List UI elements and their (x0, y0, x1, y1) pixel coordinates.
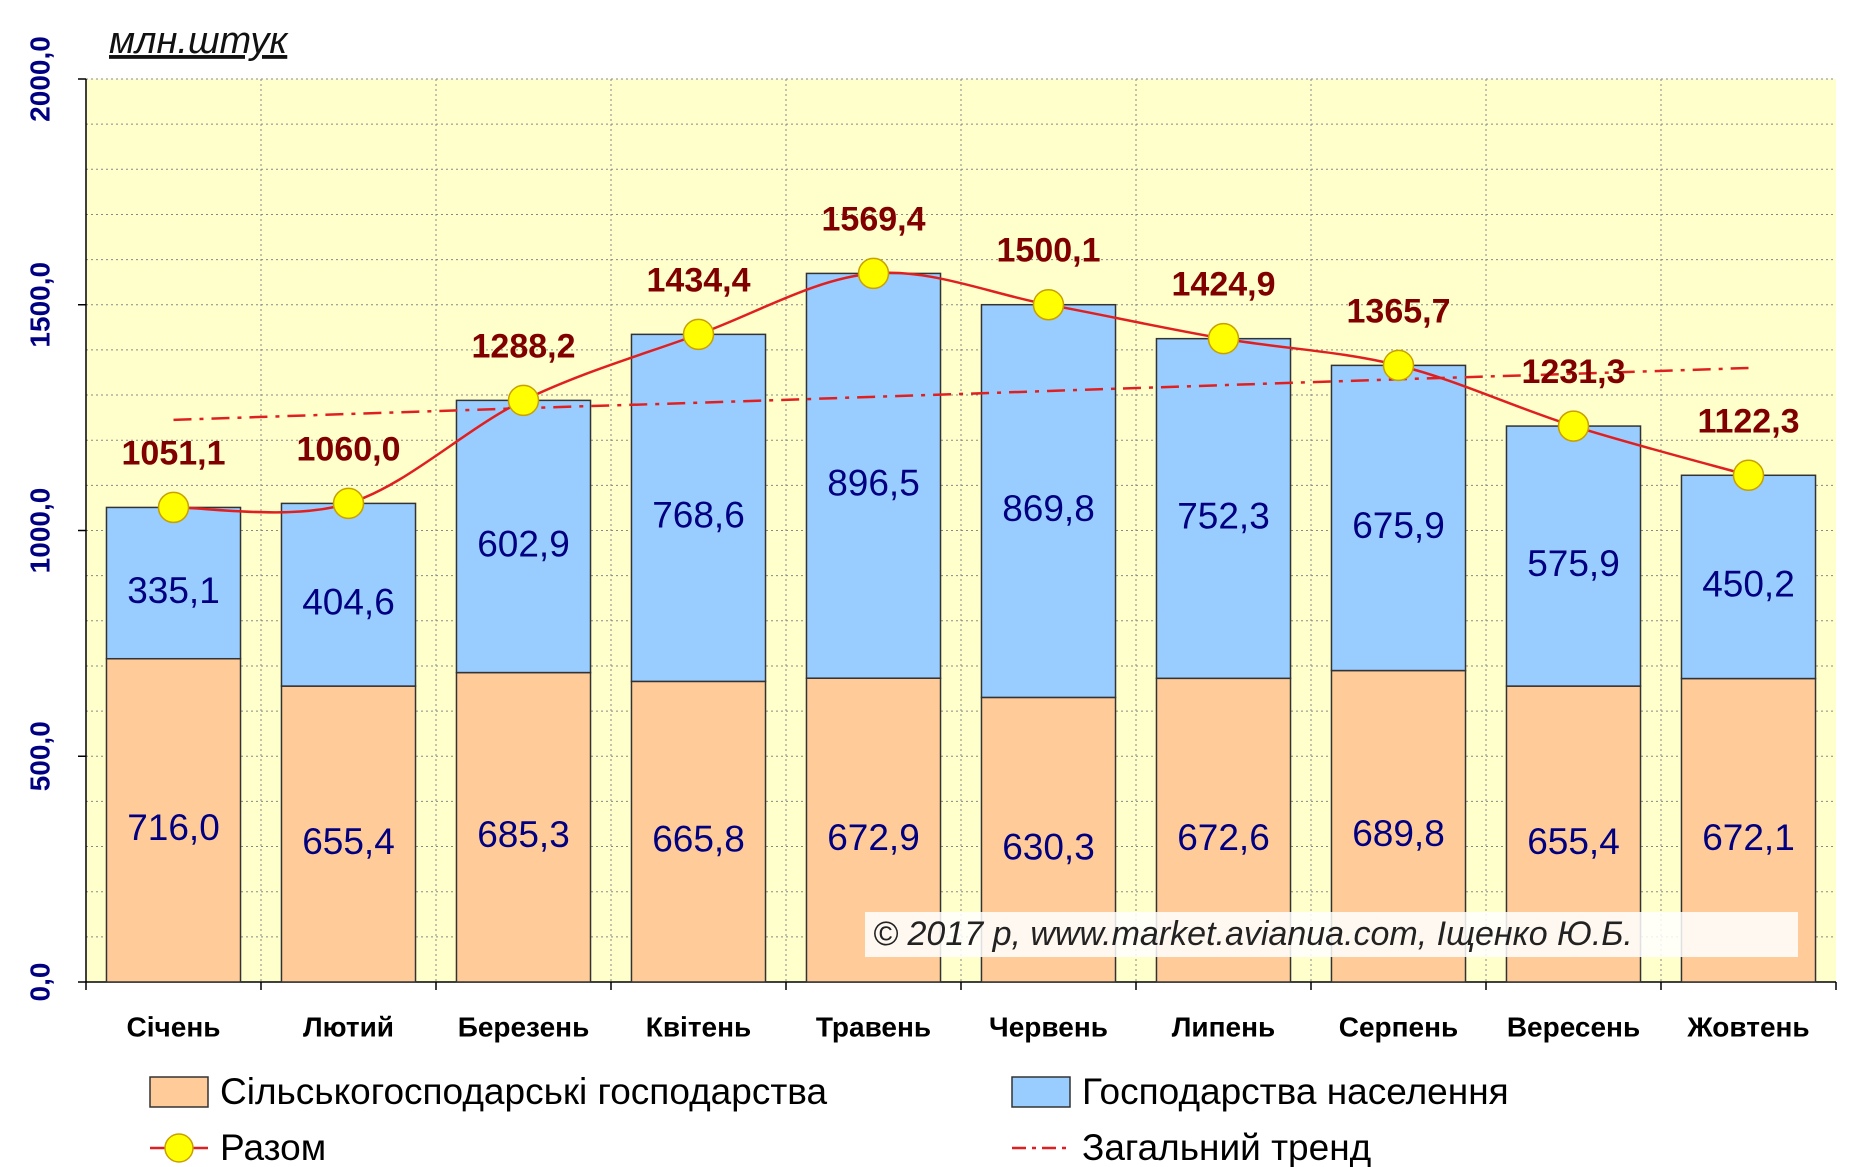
bar-segment (1330, 364, 1467, 672)
bar-value-label: 655,4 (302, 821, 395, 862)
bar-value-label: 716,0 (127, 807, 220, 848)
bar-value-label: 768,6 (652, 495, 745, 536)
bar-value-label: 869,8 (1002, 488, 1095, 529)
total-value-label: 1122,3 (1697, 402, 1799, 440)
total-value-label: 1434,4 (647, 261, 751, 299)
bar-segment (280, 685, 417, 983)
bar-value-label: 689,8 (1352, 813, 1445, 854)
bar-value-label: 630,3 (1002, 826, 1095, 867)
bar-segment (455, 671, 592, 983)
legend-label: Разом (220, 1127, 326, 1167)
bar-value-label: 672,1 (1702, 817, 1795, 858)
x-tick-label: Серпень (1339, 1011, 1459, 1042)
bar-value-label: 752,3 (1177, 495, 1270, 536)
total-value-label: 1288,2 (472, 327, 576, 365)
chart-title: млн.штук (109, 20, 289, 62)
y-tick-label: 2000,0 (24, 36, 55, 122)
bar-value-label: 404,6 (302, 582, 395, 623)
total-value-label: 1569,4 (822, 200, 926, 238)
total-marker (507, 384, 540, 417)
total-marker (157, 491, 190, 524)
legend-label: Господарства населення (1082, 1071, 1509, 1112)
total-value-label: 1231,3 (1522, 353, 1626, 391)
legend-entry: Разом (150, 1127, 326, 1167)
total-value-label: 1060,0 (297, 430, 401, 468)
y-tick-label: 500,0 (24, 721, 55, 791)
trend-line (173, 366, 1749, 422)
legend-entry: Господарства населення (1011, 1071, 1509, 1112)
bar-segment (455, 399, 592, 674)
x-tick-label: Вересень (1507, 1011, 1640, 1042)
x-tick-label: Березень (458, 1011, 590, 1042)
bar-value-label: 896,5 (827, 463, 920, 504)
y-tick-label: 0,0 (24, 963, 55, 1002)
bar-segment (980, 303, 1117, 699)
bar-value-label: 665,8 (652, 818, 745, 859)
legend-entry: Сільськогосподарські господарства (149, 1071, 828, 1112)
total-marker (857, 257, 890, 290)
bar-value-label: 575,9 (1527, 543, 1620, 584)
x-tick-label: Червень (989, 1011, 1108, 1042)
bar-value-label: 655,4 (1527, 821, 1620, 862)
legend-swatch (1011, 1076, 1071, 1108)
bar-segment (105, 506, 242, 660)
total-marker (1382, 349, 1415, 382)
bar-value-label: 602,9 (477, 523, 570, 564)
total-value-label: 1424,9 (1172, 266, 1276, 304)
total-line (173, 271, 1749, 514)
bar-segment (630, 333, 767, 683)
legend-swatch (149, 1076, 209, 1108)
total-value-label: 1051,1 (122, 434, 226, 472)
total-marker (1032, 288, 1065, 321)
bar-value-label: 450,2 (1702, 564, 1795, 605)
legend-entry: Загальний тренд (1012, 1127, 1371, 1167)
bar-segment (805, 272, 942, 679)
total-marker (1207, 322, 1240, 355)
total-marker (332, 487, 365, 520)
legend-marker (164, 1133, 194, 1163)
x-tick-label: Липень (1172, 1011, 1275, 1042)
x-tick-label: Травень (816, 1011, 931, 1042)
bar-segment (630, 680, 767, 983)
bar-value-label: 335,1 (127, 570, 220, 611)
y-tick-label: 1500,0 (24, 262, 55, 348)
annotation: © 2017 р, www.market.avianua.com, Іщенко… (873, 915, 1633, 953)
bar-value-label: 672,6 (1177, 817, 1270, 858)
x-tick-label: Квітень (646, 1011, 752, 1042)
x-tick-label: Лютий (303, 1011, 394, 1042)
bar-value-label: 675,9 (1352, 505, 1445, 546)
bar-segment (1155, 337, 1292, 680)
bar-value-label: 685,3 (477, 814, 570, 855)
annotation-box (865, 912, 1798, 957)
bar-segment (1680, 474, 1817, 680)
legend-label: Сільськогосподарські господарства (220, 1071, 828, 1112)
total-marker (1732, 459, 1765, 492)
total-value-label: 1500,1 (997, 232, 1101, 270)
bar-segment (105, 657, 242, 983)
total-marker (682, 318, 715, 351)
y-tick-label: 1000,0 (24, 488, 55, 574)
legend-label: Загальний тренд (1082, 1127, 1371, 1167)
bar-value-label: 672,9 (827, 817, 920, 858)
total-value-label: 1365,7 (1347, 292, 1451, 330)
bar-segment (280, 502, 417, 687)
bar-segment (1505, 425, 1642, 687)
x-tick-label: Січень (127, 1011, 221, 1042)
total-marker (1557, 410, 1590, 442)
x-tick-label: Жовтень (1686, 1011, 1809, 1042)
